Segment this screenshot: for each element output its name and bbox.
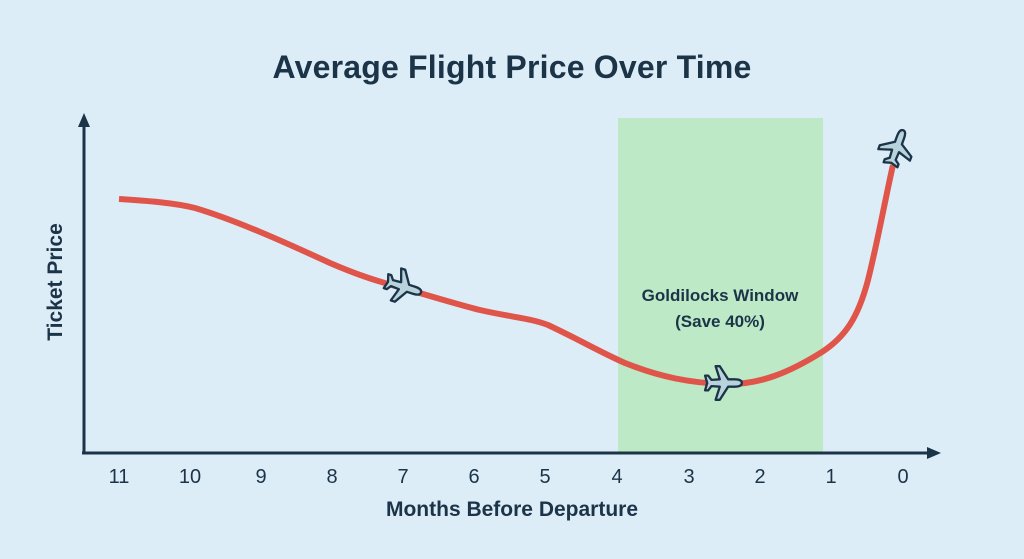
- goldilocks-window-label: Goldilocks Window: [642, 286, 799, 305]
- airplane-icon: [379, 264, 428, 310]
- airplane-icon: [873, 123, 921, 172]
- x-axis-label: Months Before Departure: [386, 498, 638, 521]
- x-tick-label: 3: [683, 466, 694, 488]
- x-tick-label: 5: [539, 466, 550, 488]
- price-curve: [118, 164, 896, 388]
- x-tick-label: 0: [897, 466, 908, 488]
- x-tick-label: 8: [326, 466, 337, 488]
- x-tick-label: 11: [109, 466, 130, 488]
- x-tick-label: 6: [468, 466, 479, 488]
- x-tick-label: 7: [397, 466, 408, 488]
- x-tick-labels: 11 10 9 8 7 6 5 4 3 2 1 0: [109, 466, 909, 488]
- x-tick-label: 4: [611, 466, 622, 488]
- x-tick-label: 2: [754, 466, 765, 488]
- y-axis-arrow-icon: [78, 113, 90, 127]
- goldilocks-window-savings: (Save 40%): [675, 312, 765, 331]
- x-axis-arrow-icon: [927, 447, 941, 459]
- x-tick-label: 9: [255, 466, 266, 488]
- chart-title: Average Flight Price Over Time: [272, 49, 752, 85]
- x-tick-label: 10: [179, 466, 201, 488]
- x-tick-label: 1: [825, 466, 836, 488]
- y-axis-label: Ticket Price: [44, 223, 67, 341]
